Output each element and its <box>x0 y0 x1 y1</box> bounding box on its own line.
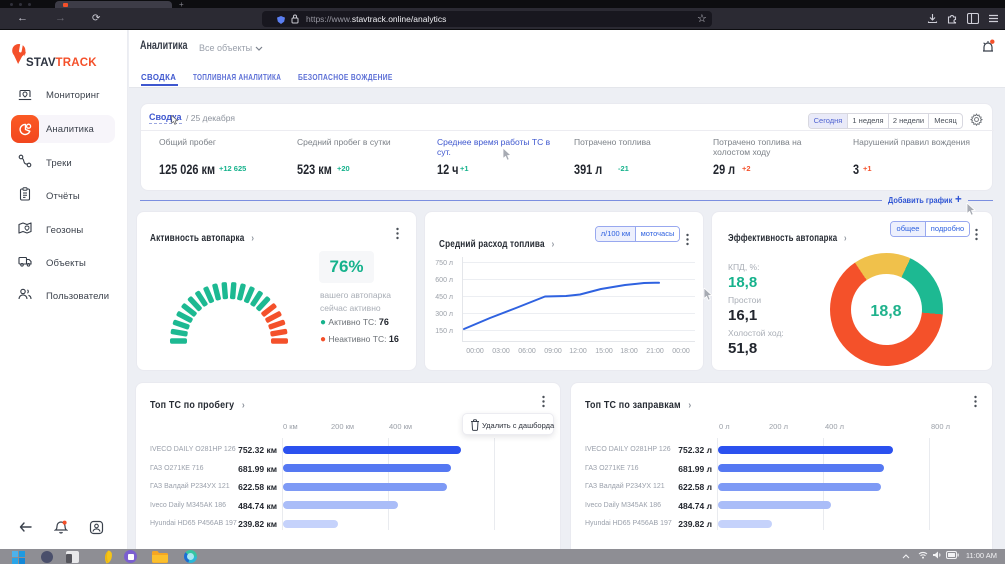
svg-text:21:00: 21:00 <box>646 348 664 355</box>
svg-text:750 л: 750 л <box>435 260 453 267</box>
svg-text:00:00: 00:00 <box>672 348 690 355</box>
svg-text:15:00: 15:00 <box>595 348 613 355</box>
svg-text:150 л: 150 л <box>435 328 453 335</box>
svg-text:300 л: 300 л <box>435 311 453 318</box>
svg-text:00:00: 00:00 <box>466 348 484 355</box>
svg-text:18:00: 18:00 <box>620 348 638 355</box>
svg-text:450 л: 450 л <box>435 294 453 301</box>
svg-text:03:00: 03:00 <box>492 348 510 355</box>
svg-text:06:00: 06:00 <box>518 348 536 355</box>
svg-text:12:00: 12:00 <box>569 348 587 355</box>
svg-text:TRACK: TRACK <box>56 57 98 69</box>
svg-text:600 л: 600 л <box>435 277 453 284</box>
svg-text:09:00: 09:00 <box>544 348 562 355</box>
svg-text:STAV: STAV <box>26 57 56 69</box>
